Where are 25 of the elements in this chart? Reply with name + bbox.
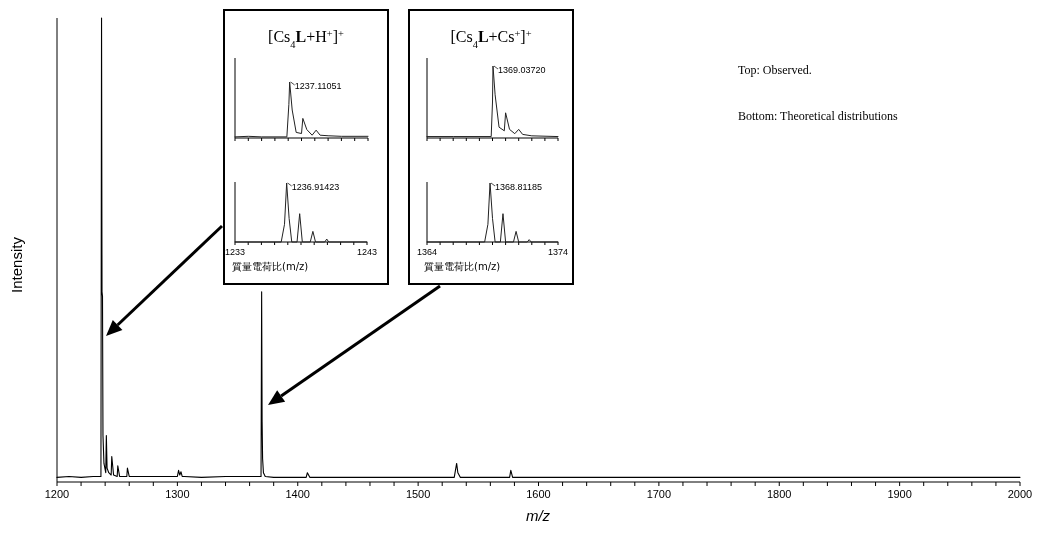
x-axis-title: 質量電荷比(m/z)	[424, 261, 501, 272]
annotation: 1369.03720	[497, 65, 546, 75]
x-tick-label: 1900	[887, 488, 912, 500]
annotation: 1368.81185	[495, 182, 542, 192]
x-tick-label: 1300	[165, 488, 190, 500]
x-tick-label: 1243	[356, 247, 378, 257]
chart-title: [Cs$_{4}$L+Cs$^{+}$]$^{+}$	[450, 27, 532, 50]
x-tick-label: 1200	[44, 488, 70, 500]
chart-title: [Cs$_{4}$L+H$^{+}$]$^{+}$	[268, 27, 345, 50]
y-axis-title: Intensity	[8, 236, 25, 293]
x-tick-label: 1400	[285, 488, 310, 500]
x-tick-label: 2000	[1007, 488, 1033, 500]
x-tick-label: 1700	[646, 488, 672, 500]
annotation: 1236.91423	[291, 182, 340, 192]
x-tick-label: 1800	[767, 488, 792, 500]
x-tick-label: 1600	[526, 488, 551, 500]
x-tick-label: 1374	[547, 247, 569, 257]
annotation: Top: Observed.	[738, 63, 812, 77]
x-axis-title: m/z	[525, 507, 551, 524]
x-axis-title: 質量電荷比(m/z)	[232, 261, 309, 272]
x-tick-label: 1364	[416, 247, 438, 257]
x-tick-label: 1233	[224, 247, 246, 257]
annotation: 1237.11051	[294, 81, 342, 91]
annotation: Bottom: Theoretical distributions	[738, 109, 899, 123]
x-tick-label: 1500	[405, 488, 431, 500]
